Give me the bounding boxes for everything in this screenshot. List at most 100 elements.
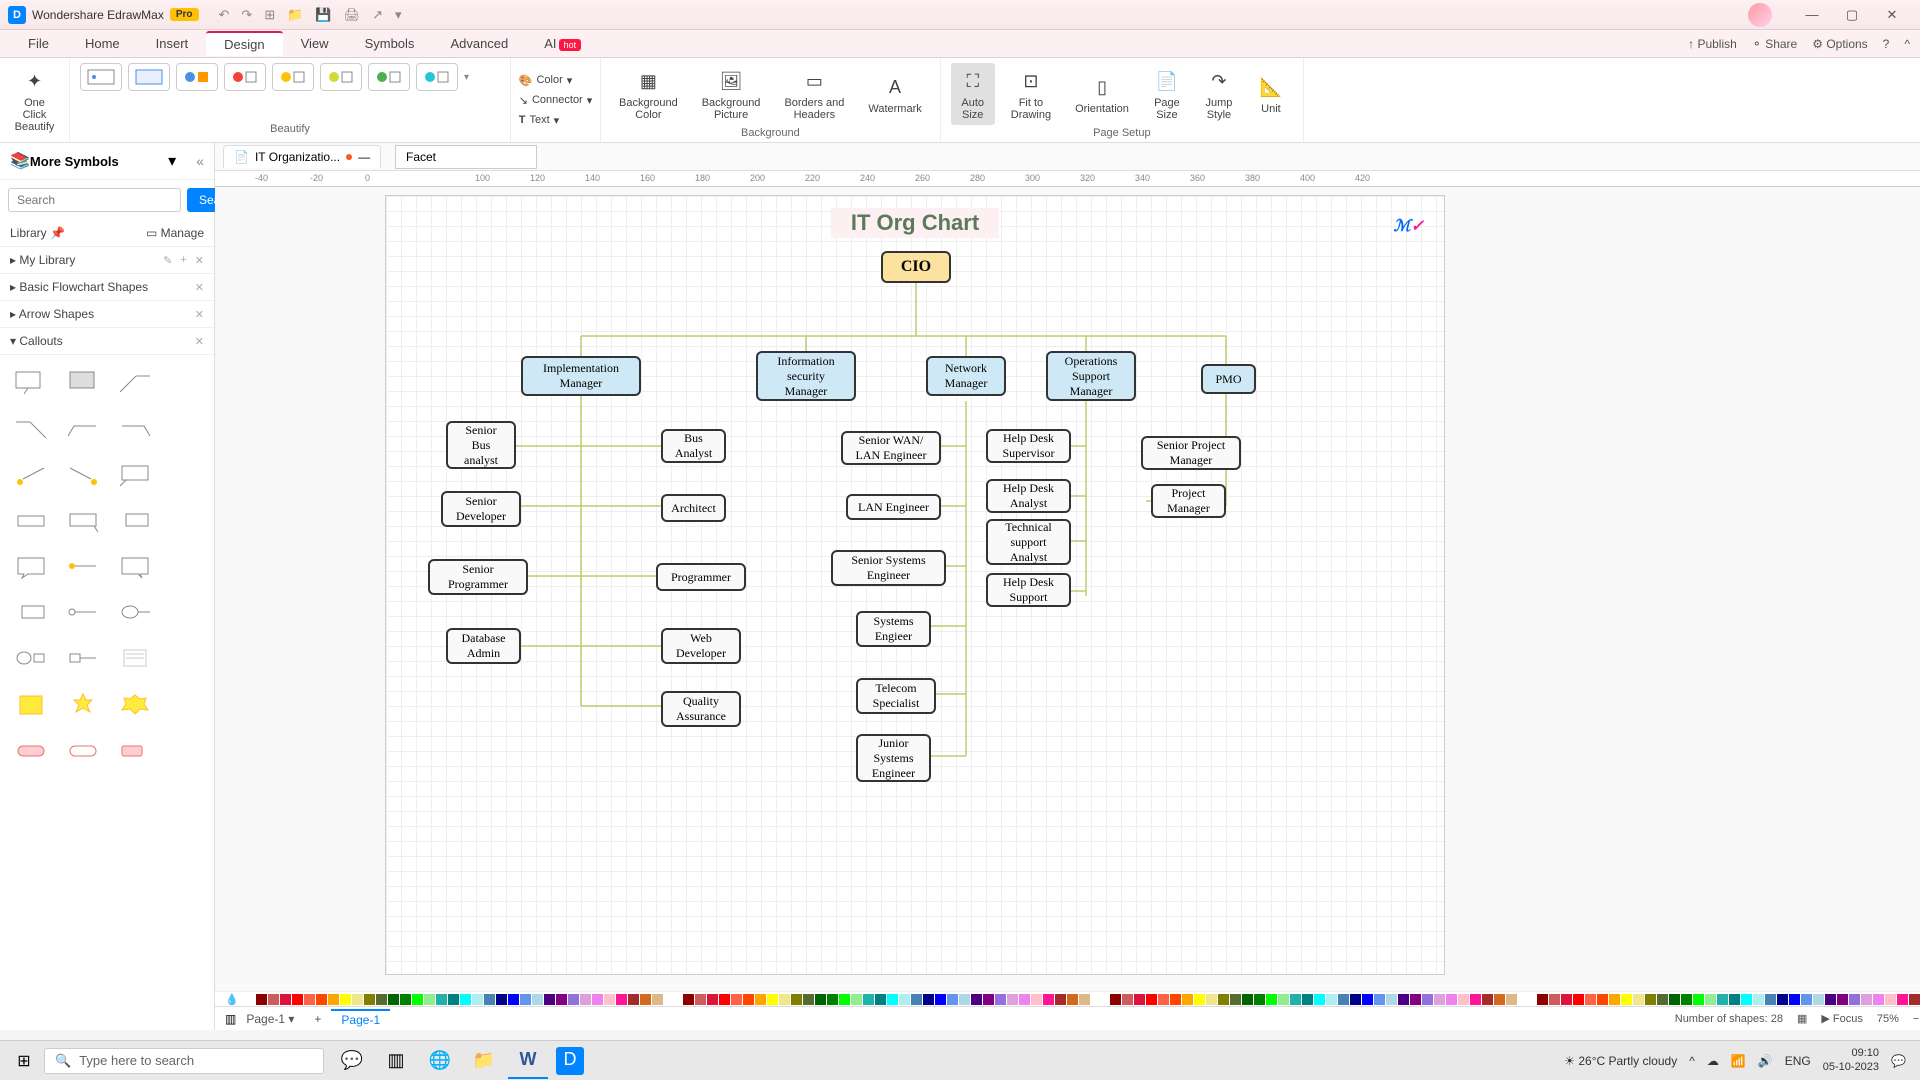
connector-dropdown[interactable]: ↘ Connector▾ — [515, 92, 597, 109]
color-swatch[interactable] — [1158, 994, 1169, 1005]
undo-icon[interactable]: ↶ — [219, 7, 230, 23]
user-avatar[interactable] — [1748, 3, 1772, 27]
callout-shape[interactable] — [62, 503, 104, 539]
color-swatch[interactable] — [995, 994, 1006, 1005]
color-swatch[interactable] — [304, 994, 315, 1005]
close-icon[interactable]: ✕ — [195, 281, 204, 294]
color-swatch[interactable] — [268, 994, 279, 1005]
color-swatch[interactable] — [388, 994, 399, 1005]
color-swatch[interactable] — [1230, 994, 1241, 1005]
publish-button[interactable]: ↑ Publish — [1688, 37, 1737, 51]
color-swatch[interactable] — [1043, 994, 1054, 1005]
callout-shape[interactable] — [62, 595, 104, 631]
color-swatch[interactable] — [1098, 994, 1109, 1005]
color-swatch[interactable] — [695, 994, 706, 1005]
callout-shape[interactable] — [114, 503, 156, 539]
color-swatch[interactable] — [1302, 994, 1313, 1005]
org-node[interactable]: Systems Engieer — [856, 611, 931, 647]
view-mode-icon[interactable]: ▦ — [1797, 1012, 1807, 1025]
callout-shape[interactable] — [10, 595, 52, 631]
page-size-button[interactable]: 📄Page Size — [1145, 63, 1189, 125]
color-swatch[interactable] — [244, 994, 255, 1005]
color-swatch[interactable] — [1897, 994, 1908, 1005]
color-swatch[interactable] — [1693, 994, 1704, 1005]
color-swatch[interactable] — [1110, 994, 1121, 1005]
color-swatch[interactable] — [1506, 994, 1517, 1005]
color-swatch[interactable] — [1206, 994, 1217, 1005]
menu-design[interactable]: Design — [206, 31, 282, 56]
taskbar-taskview-icon[interactable]: ▥ — [376, 1043, 416, 1079]
color-swatch[interactable] — [1482, 994, 1493, 1005]
bg-picture-button[interactable]: 🖼Background Picture — [694, 63, 769, 125]
color-swatch[interactable] — [364, 994, 375, 1005]
menu-symbols[interactable]: Symbols — [347, 32, 433, 55]
color-swatch[interactable] — [1609, 994, 1620, 1005]
callout-shape[interactable] — [62, 549, 104, 585]
menu-file[interactable]: File — [10, 32, 67, 55]
taskbar-search[interactable]: 🔍 Type here to search — [44, 1048, 324, 1074]
taskbar-edrawmax-icon[interactable]: D — [556, 1047, 584, 1075]
color-swatch[interactable] — [1537, 994, 1548, 1005]
org-node[interactable]: Programmer — [656, 563, 746, 591]
section-arrows[interactable]: ▸ Arrow Shapes ✕ — [0, 301, 214, 328]
callout-shape[interactable] — [10, 503, 52, 539]
close-icon[interactable]: ✕ — [195, 254, 204, 267]
style-preview-2[interactable] — [128, 63, 170, 91]
color-swatch[interactable] — [484, 994, 495, 1005]
color-swatch[interactable] — [1837, 994, 1848, 1005]
org-node-impl-mgr[interactable]: Implementation Manager — [521, 356, 641, 396]
color-swatch[interactable] — [731, 994, 742, 1005]
color-swatch[interactable] — [604, 994, 615, 1005]
color-swatch[interactable] — [1741, 994, 1752, 1005]
color-swatch[interactable] — [1422, 994, 1433, 1005]
org-node[interactable]: Help Desk Analyst — [986, 479, 1071, 513]
org-node[interactable]: Senior Developer — [441, 491, 521, 527]
color-swatch[interactable] — [292, 994, 303, 1005]
style-preview-4[interactable] — [224, 63, 266, 91]
export-icon[interactable]: ↗ — [372, 7, 383, 23]
theme-selector[interactable]: Facet — [395, 145, 537, 169]
callout-shape[interactable] — [114, 365, 156, 401]
color-swatch[interactable] — [496, 994, 507, 1005]
style-preview-5[interactable] — [272, 63, 314, 91]
callout-shape[interactable] — [62, 687, 104, 723]
color-swatch[interactable] — [767, 994, 778, 1005]
color-swatch[interactable] — [791, 994, 802, 1005]
color-swatch[interactable] — [1885, 994, 1896, 1005]
color-swatch[interactable] — [256, 994, 267, 1005]
color-swatch[interactable] — [1909, 994, 1920, 1005]
callout-shape[interactable] — [10, 457, 52, 493]
color-swatch[interactable] — [743, 994, 754, 1005]
color-swatch[interactable] — [340, 994, 351, 1005]
color-swatch[interactable] — [1019, 994, 1030, 1005]
org-node-net-mgr[interactable]: Network Manager — [926, 356, 1006, 396]
section-callouts[interactable]: ▾ Callouts ✕ — [0, 328, 214, 355]
color-swatch[interactable] — [628, 994, 639, 1005]
help-icon[interactable]: ? — [1883, 37, 1890, 51]
org-node[interactable]: Bus Analyst — [661, 429, 726, 463]
color-swatch[interactable] — [1338, 994, 1349, 1005]
callout-shape[interactable] — [114, 457, 156, 493]
color-swatch[interactable] — [1314, 994, 1325, 1005]
color-swatch[interactable] — [1873, 994, 1884, 1005]
color-swatch[interactable] — [1446, 994, 1457, 1005]
callout-shape[interactable] — [114, 687, 156, 723]
open-icon[interactable]: 📁 — [287, 7, 303, 23]
color-swatch[interactable] — [707, 994, 718, 1005]
org-node[interactable]: Telecom Specialist — [856, 678, 936, 714]
close-tab-icon[interactable]: — — [358, 150, 370, 164]
page-selector[interactable]: Page-1 ▾ — [236, 1010, 304, 1028]
color-swatch[interactable] — [1266, 994, 1277, 1005]
add-icon[interactable]: + — [180, 254, 186, 267]
callout-shape[interactable] — [10, 365, 52, 401]
color-swatch[interactable] — [1458, 994, 1469, 1005]
color-swatch[interactable] — [1194, 994, 1205, 1005]
org-node[interactable]: LAN Engineer — [846, 494, 941, 520]
org-node[interactable]: Senior Project Manager — [1141, 436, 1241, 470]
auto-size-button[interactable]: ⛶Auto Size — [951, 63, 995, 125]
menu-ai[interactable]: AIhot — [526, 32, 599, 55]
tray-language-icon[interactable]: ENG — [1785, 1054, 1811, 1068]
color-swatch[interactable] — [436, 994, 447, 1005]
color-swatch[interactable] — [1729, 994, 1740, 1005]
tray-notifications-icon[interactable]: 💬 — [1891, 1054, 1906, 1068]
